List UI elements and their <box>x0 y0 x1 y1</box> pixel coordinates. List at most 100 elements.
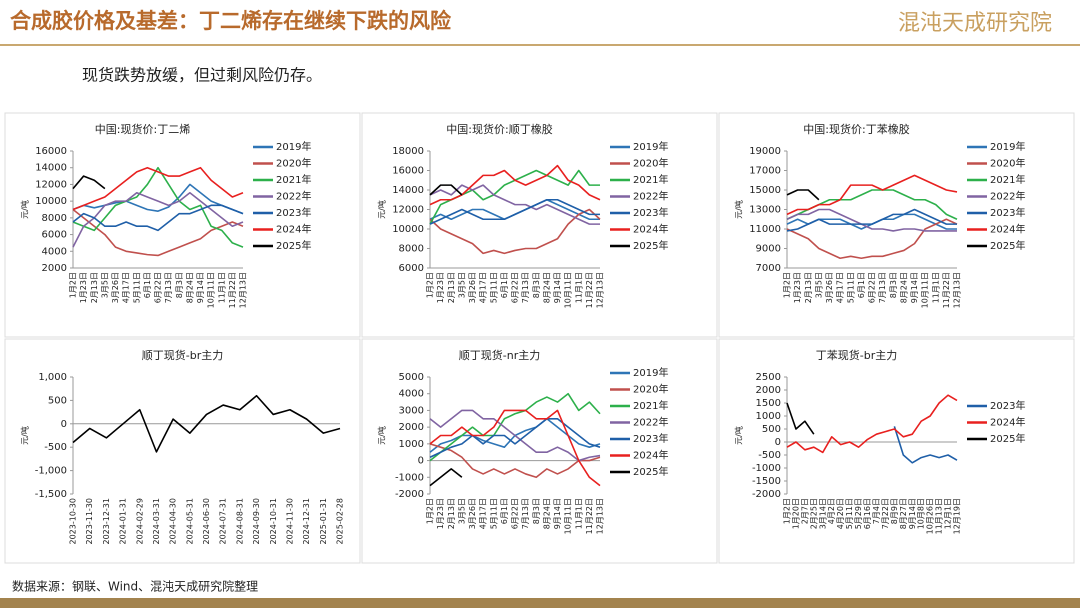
x-tick-label: 11月22日 <box>228 272 237 308</box>
series-line <box>72 208 244 257</box>
legend-label: 2022年 <box>633 190 668 203</box>
panel <box>4 338 361 564</box>
y-tick-label: 6000 <box>399 263 424 274</box>
panel <box>361 112 718 338</box>
x-tick-label: 2024-12-31 <box>302 498 311 545</box>
y-tick-label: 2500 <box>756 372 781 383</box>
subtitle: 现货跌势放缓，但过剩风险仍存。 <box>82 66 322 85</box>
y-tick-label: 8000 <box>399 244 424 255</box>
y-tick-label: 1000 <box>756 411 781 422</box>
series-line <box>429 409 601 462</box>
y-tick-label: -500 <box>44 442 67 453</box>
legend-label: 2020年 <box>633 383 668 396</box>
x-tick-label: 11月22日 <box>585 272 594 308</box>
y-tick-label: 0 <box>418 456 424 467</box>
series-line <box>786 189 820 201</box>
legend-label: 2021年 <box>276 173 311 186</box>
legend-label: 2023年 <box>276 206 311 219</box>
header-rule <box>0 44 1080 46</box>
x-tick-label: 2月7日 <box>800 498 809 524</box>
series-line <box>429 208 601 255</box>
x-tick-label: 5月29日 <box>854 498 863 529</box>
x-tick-label: 1月23日 <box>79 272 88 303</box>
x-tick-label: 1月23日 <box>793 272 802 303</box>
x-tick-label: 12月1日 <box>944 498 953 529</box>
x-tick-label: 8月3日 <box>532 272 541 298</box>
x-tick-label: 3月26日 <box>825 272 834 303</box>
x-tick-label: 6月22日 <box>154 272 163 303</box>
x-tick-label: 3月26日 <box>468 498 477 529</box>
legend-label: 2021年 <box>990 173 1025 186</box>
x-tick-label: 11月1日 <box>574 272 583 303</box>
x-tick-label: 7月13日 <box>521 498 530 529</box>
x-tick-label: 6月22日 <box>511 272 520 303</box>
legend-label: 2025年 <box>633 465 668 478</box>
series-line <box>786 402 815 435</box>
x-tick-label: 2月13日 <box>804 272 813 303</box>
x-tick-label: 3月5日 <box>457 272 466 298</box>
x-tick-label: 11月1日 <box>217 272 226 303</box>
legend-label: 2021年 <box>633 173 668 186</box>
x-tick-label: 4月2日 <box>827 498 836 524</box>
series-line <box>429 184 463 196</box>
x-tick-label: 1月20日 <box>791 498 800 529</box>
panel <box>361 338 718 564</box>
chart-title: 中国:现货价:顺丁橡胶 <box>446 122 552 136</box>
x-tick-label: 6月22日 <box>511 498 520 529</box>
y-axis-label: 元/吨 <box>734 426 744 445</box>
y-axis-label: 元/吨 <box>20 426 30 445</box>
x-tick-label: 1月2日 <box>783 272 792 298</box>
x-tick-label: 2024-02-29 <box>135 498 144 545</box>
x-tick-label: 3月26日 <box>468 272 477 303</box>
x-tick-label: 10月26日 <box>926 498 935 534</box>
source: 数据来源：钢联、Wind、混沌天成研究院整理 <box>12 579 258 594</box>
y-tick-label: 1,000 <box>38 372 67 383</box>
x-tick-label: 9月14日 <box>908 498 917 529</box>
legend-label: 2023年 <box>633 432 668 445</box>
series-line <box>72 191 244 248</box>
legend-label: 2019年 <box>633 140 668 153</box>
x-tick-label: 9月14日 <box>553 498 562 529</box>
y-axis-label: 元/吨 <box>377 426 387 445</box>
x-tick-label: 2月13日 <box>90 272 99 303</box>
x-tick-label: 3月5日 <box>100 272 109 298</box>
legend-label: 2023年 <box>633 206 668 219</box>
legend-label: 2023年 <box>990 399 1025 412</box>
x-tick-label: 2024-09-30 <box>252 498 261 545</box>
series-line <box>429 198 600 225</box>
y-axis-label: 元/吨 <box>734 200 744 219</box>
series-line <box>786 174 958 216</box>
x-tick-label: 10月8日 <box>917 498 926 529</box>
y-tick-label: 6000 <box>42 230 67 241</box>
legend-label: 2025年 <box>633 239 668 252</box>
x-tick-label: 7月13日 <box>878 272 887 303</box>
legend-label: 2023年 <box>990 206 1025 219</box>
chart-title: 顺丁现货-br主力 <box>142 348 223 362</box>
legend-label: 2024年 <box>633 223 668 236</box>
logo: 混沌天成研究院 <box>898 11 1052 36</box>
series-line <box>429 184 600 225</box>
y-tick-label: 4000 <box>42 246 67 257</box>
y-tick-label: 500 <box>762 424 781 435</box>
x-tick-label: 11月22日 <box>942 272 951 308</box>
legend-label: 2025年 <box>276 239 311 252</box>
legend-label: 2020年 <box>633 157 668 170</box>
y-tick-label: 2000 <box>42 263 67 274</box>
y-tick-label: 7000 <box>756 263 781 274</box>
x-tick-label: 8月24日 <box>185 272 194 303</box>
x-tick-label: 10月11日 <box>921 272 930 308</box>
x-tick-label: 3月5日 <box>457 498 466 524</box>
x-tick-label: 3月26日 <box>111 272 120 303</box>
series-line <box>429 417 601 458</box>
x-tick-label: 7月13日 <box>164 272 173 303</box>
panel <box>4 112 361 338</box>
x-tick-label: 8月9日 <box>890 498 899 524</box>
legend-label: 2025年 <box>990 239 1025 252</box>
legend-label: 2024年 <box>276 223 311 236</box>
y-tick-label: 12000 <box>392 205 424 216</box>
series-line <box>72 166 244 211</box>
x-tick-label: 2024-03-31 <box>152 498 161 545</box>
legend-label: 2025年 <box>990 432 1025 445</box>
x-tick-label: 10月11日 <box>564 272 573 308</box>
panel <box>718 338 1075 564</box>
